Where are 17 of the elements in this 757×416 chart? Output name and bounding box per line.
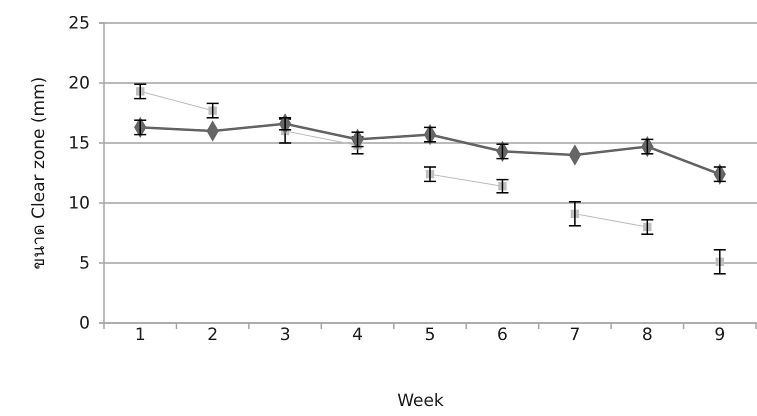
y-tick-label: 0 bbox=[79, 313, 90, 334]
y-axis-title: ขนาด Clear zone (mm) bbox=[29, 76, 49, 270]
x-tick-label: 3 bbox=[280, 325, 291, 345]
x-tick-label: 8 bbox=[642, 325, 653, 345]
x-axis-title: Week bbox=[397, 391, 444, 411]
y-tick-label: 5 bbox=[79, 253, 90, 274]
x-tick-label: 5 bbox=[424, 325, 436, 345]
y-tick-label: 15 bbox=[68, 133, 90, 154]
x-tick-label: 7 bbox=[569, 325, 580, 345]
y-tick-label: 25 bbox=[68, 13, 90, 34]
x-tick-label: 1 bbox=[134, 325, 146, 345]
y-tick-label: 20 bbox=[68, 73, 90, 94]
x-tick-label: 4 bbox=[352, 325, 363, 345]
x-tick-label: 9 bbox=[714, 325, 726, 345]
y-tick-label: 10 bbox=[68, 193, 90, 214]
x-tick-label: 2 bbox=[207, 325, 218, 345]
x-tick-label: 6 bbox=[497, 325, 508, 345]
